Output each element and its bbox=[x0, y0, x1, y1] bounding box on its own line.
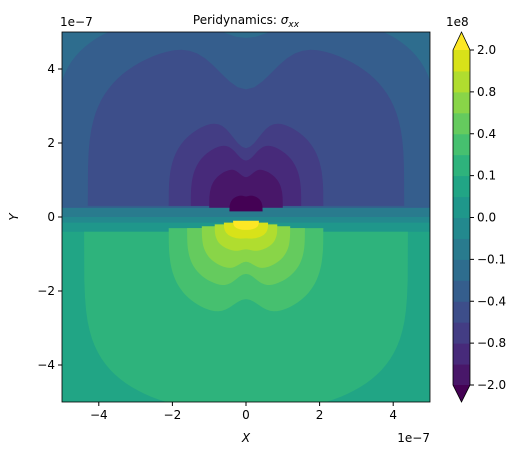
contour-region bbox=[233, 220, 259, 230]
colorbar-band bbox=[453, 322, 470, 344]
colorbar-band bbox=[453, 364, 470, 386]
x-tick-label: −2 bbox=[164, 408, 182, 422]
x-axis-label: X bbox=[241, 431, 251, 445]
y-tick-label: −2 bbox=[37, 284, 55, 298]
colorbar-band bbox=[453, 70, 470, 93]
contour-region bbox=[229, 195, 263, 212]
colorbar-tick-label: 0.8 bbox=[477, 85, 496, 99]
colorbar-offset-label: 1e8 bbox=[446, 15, 469, 29]
y-offset-label: 1e−7 bbox=[60, 15, 93, 29]
colorbar-band bbox=[453, 259, 470, 281]
colorbar-band bbox=[453, 301, 470, 323]
y-tick-label: 2 bbox=[47, 136, 55, 150]
colorbar-tick-label: 0.0 bbox=[477, 211, 496, 225]
chart-title: Peridynamics: σxx bbox=[193, 13, 300, 30]
colorbar-band bbox=[453, 133, 470, 156]
x-tick-label: 4 bbox=[389, 408, 397, 422]
colorbar-tick-label: 0.4 bbox=[477, 127, 496, 141]
title-subscript: xx bbox=[287, 20, 299, 30]
colorbar-extend bbox=[453, 385, 470, 402]
colorbar-tick-label: −2.0 bbox=[477, 378, 506, 392]
colorbar-band bbox=[453, 343, 470, 365]
x-tick-label: −4 bbox=[90, 408, 108, 422]
title-symbol: σ bbox=[281, 13, 289, 27]
colorbar-tick-label: −0.4 bbox=[477, 294, 506, 308]
y-tick-label: 0 bbox=[47, 210, 55, 224]
contour-region bbox=[62, 217, 430, 223]
y-axis-label: Y bbox=[7, 212, 21, 221]
colorbar-tick-label: −0.1 bbox=[477, 252, 506, 266]
colorbar-band bbox=[453, 91, 470, 114]
x-tick-label: 2 bbox=[316, 408, 324, 422]
contour-region bbox=[84, 231, 408, 402]
title-text: Peridynamics: bbox=[193, 13, 281, 27]
colorbar-band bbox=[453, 196, 470, 218]
colorbar-band bbox=[453, 238, 470, 260]
x-offset-label: 1e−7 bbox=[397, 431, 430, 445]
colorbar-tick-label: −0.8 bbox=[477, 336, 506, 350]
colorbar-extend bbox=[453, 32, 470, 50]
colorbar-band bbox=[453, 280, 470, 302]
contour-region bbox=[62, 207, 430, 217]
colorbar-band bbox=[453, 112, 470, 135]
y-tick-label: −4 bbox=[37, 358, 55, 372]
x-tick-label: 0 bbox=[242, 408, 250, 422]
contour-layer bbox=[62, 32, 430, 402]
contour-region bbox=[87, 49, 405, 206]
colorbar-band bbox=[453, 175, 470, 198]
colorbar-band bbox=[453, 217, 470, 239]
colorbar-tick-label: 0.1 bbox=[477, 169, 496, 183]
colorbar-band bbox=[453, 50, 470, 72]
y-tick-label: 4 bbox=[47, 62, 55, 76]
colorbar-tick-label: 2.0 bbox=[477, 43, 496, 57]
colorbar-band bbox=[453, 154, 470, 177]
contour-region bbox=[209, 169, 283, 208]
